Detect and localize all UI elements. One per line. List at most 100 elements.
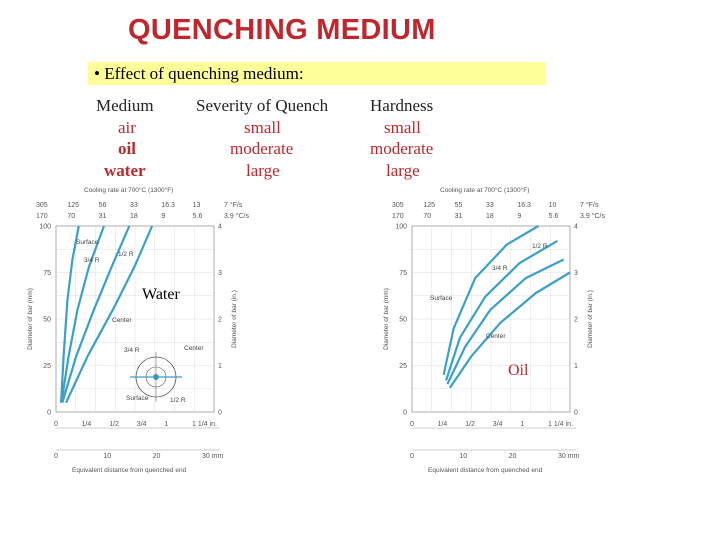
bullet-text: • Effect of quenching medium:	[94, 64, 304, 83]
water-top-tick-f: 33	[130, 202, 138, 209]
water-top-tick-f: 16.3	[161, 202, 175, 209]
cell-hardness-air: small	[384, 117, 421, 137]
water-x-tick-mm: 30 mm	[202, 453, 224, 460]
oil-x-tick-mm: 20	[509, 453, 517, 460]
water-y-tick-in: 2	[218, 317, 222, 324]
oil-top-tick-f: 305	[392, 202, 404, 209]
oil-top-tick-f: 33	[486, 202, 494, 209]
oil-x-tick-mm: 10	[459, 453, 467, 460]
water-top-tick-c: 170	[36, 213, 48, 220]
water-top-tick-f: 13	[193, 202, 201, 209]
water-series-line	[61, 225, 106, 398]
oil-x-tick-in: 3/4	[493, 421, 503, 428]
oil-series-line	[445, 239, 558, 381]
water-annotation: 1/2 R	[170, 397, 186, 404]
oil-y-tick-mm: 25	[399, 363, 407, 370]
cell-air: air	[118, 117, 136, 137]
oil-y-tick-in: 2	[574, 317, 578, 324]
table-column-hardness: Hardness small moderate large	[370, 95, 433, 181]
oil-y-tick-in: 1	[574, 363, 578, 370]
water-top-tick-f: 7 °F/s	[224, 201, 243, 209]
water-top-tick-c: 70	[67, 213, 75, 220]
oil-series-line	[442, 225, 539, 376]
oil-x-tick-mm: 0	[410, 453, 414, 460]
oil-y-tick-in: 4	[574, 224, 578, 231]
oil-top-axis-title: Cooling rate at 700°C (1300°F)	[440, 186, 529, 194]
oil-annotation: 3/4 R	[492, 265, 508, 272]
water-annotation: 3/4 R	[84, 257, 100, 264]
oil-top-tick-c: 31	[455, 213, 463, 220]
water-x-tick-in: 1/2	[109, 421, 119, 428]
oil-x-tick-in: 1/2	[465, 421, 475, 428]
cell-water: water	[104, 160, 146, 180]
oil-y-tick-in: 0	[574, 410, 578, 417]
slide-title: QUENCHING MEDIUM	[128, 14, 436, 46]
water-y-tick-mm: 75	[43, 270, 51, 277]
water-y-tick-mm: 100	[39, 224, 51, 231]
water-annotation: Surface	[126, 395, 149, 402]
oil-y-tick-mm: 100	[395, 224, 407, 231]
water-y-tick-in: 0	[218, 410, 222, 417]
bullet-highlight	[88, 62, 546, 85]
oil-x-tick-in: 0	[410, 421, 414, 428]
header-medium: Medium	[96, 96, 154, 115]
oil-xlabel: Equivalent distance from quenched end	[428, 467, 543, 474]
water-x-tick-mm: 0	[54, 453, 58, 460]
water-top-tick-c: 18	[130, 213, 138, 220]
water-y-tick-mm: 50	[43, 317, 51, 324]
oil-top-tick-c: 5.6	[549, 213, 559, 220]
water-y-tick-in: 1	[218, 363, 222, 370]
water-x-tick-in: 1/4	[82, 421, 92, 428]
oil-top-tick-c: 9	[517, 213, 521, 220]
cell-hardness-water: large	[386, 160, 420, 180]
water-top-tick-c: 31	[99, 213, 107, 220]
oil-y-tick-in: 3	[574, 270, 578, 277]
water-annotation: 1/2 R	[118, 251, 134, 258]
cell-oil: oil	[118, 139, 136, 158]
oil-y-tick-mm: 50	[399, 317, 407, 324]
oil-top-tick-c: 18	[486, 213, 494, 220]
water-top-tick-f: 56	[99, 202, 107, 209]
water-top-tick-c: 3.9 °C/s	[224, 212, 249, 220]
oil-y-tick-mm: 0	[403, 410, 407, 417]
water-x-tick-in: 1 1/4 in.	[192, 421, 217, 428]
header-hardness: Hardness	[370, 96, 434, 115]
oil-top-tick-c: 70	[423, 213, 431, 220]
oil-x-tick-in: 1 1/4 in.	[548, 421, 573, 428]
oil-ylabel-right: Diameter of bar (in.)	[587, 290, 594, 348]
oil-y-tick-mm: 75	[399, 270, 407, 277]
water-annotation: Center	[184, 345, 204, 352]
water-x-tick-in: 3/4	[137, 421, 147, 428]
table-column-medium: Medium air oil water	[96, 95, 154, 181]
water-top-tick-c: 9	[161, 213, 165, 220]
cell-severity-water: large	[246, 160, 280, 180]
water-ylabel-right: Diameter of bar (in.)	[231, 290, 238, 348]
water-x-tick-mm: 20	[153, 453, 161, 460]
water-x-tick-mm: 10	[103, 453, 111, 460]
water-y-tick-in: 3	[218, 270, 222, 277]
water-x-tick-in: 0	[54, 421, 58, 428]
table-column-severity: Severity of Quench small moderate large	[196, 95, 328, 181]
cell-severity-oil: moderate	[230, 139, 294, 158]
water-series-line	[65, 225, 154, 404]
water-top-axis-title: Cooling rate at 700°C (1300°F)	[84, 186, 173, 194]
cell-severity-air: small	[244, 117, 281, 137]
oil-top-tick-c: 3.9 °C/s	[580, 212, 605, 220]
water-top-tick-c: 5.6	[193, 213, 203, 220]
oil-series-line	[448, 271, 571, 389]
oil-top-tick-f: 7 °F/s	[580, 201, 599, 209]
oil-top-tick-f: 125	[423, 202, 435, 209]
chart-label-oil: Oil	[508, 362, 529, 379]
oil-top-tick-c: 170	[392, 213, 404, 220]
oil-annotation: 1/2 R	[532, 243, 548, 250]
water-series-line	[61, 225, 131, 404]
oil-x-tick-mm: 30 mm	[558, 453, 580, 460]
oil-annotation: Surface	[430, 295, 453, 302]
water-top-tick-f: 125	[67, 202, 79, 209]
water-y-tick-mm: 25	[43, 363, 51, 370]
oil-x-tick-in: 1	[520, 421, 524, 428]
cell-hardness-oil: moderate	[370, 139, 434, 158]
oil-ylabel-left: Diameter of bar (mm)	[383, 288, 390, 350]
header-severity: Severity of Quench	[196, 96, 329, 115]
water-xlabel: Equivalent distance from quenched end	[72, 467, 187, 474]
